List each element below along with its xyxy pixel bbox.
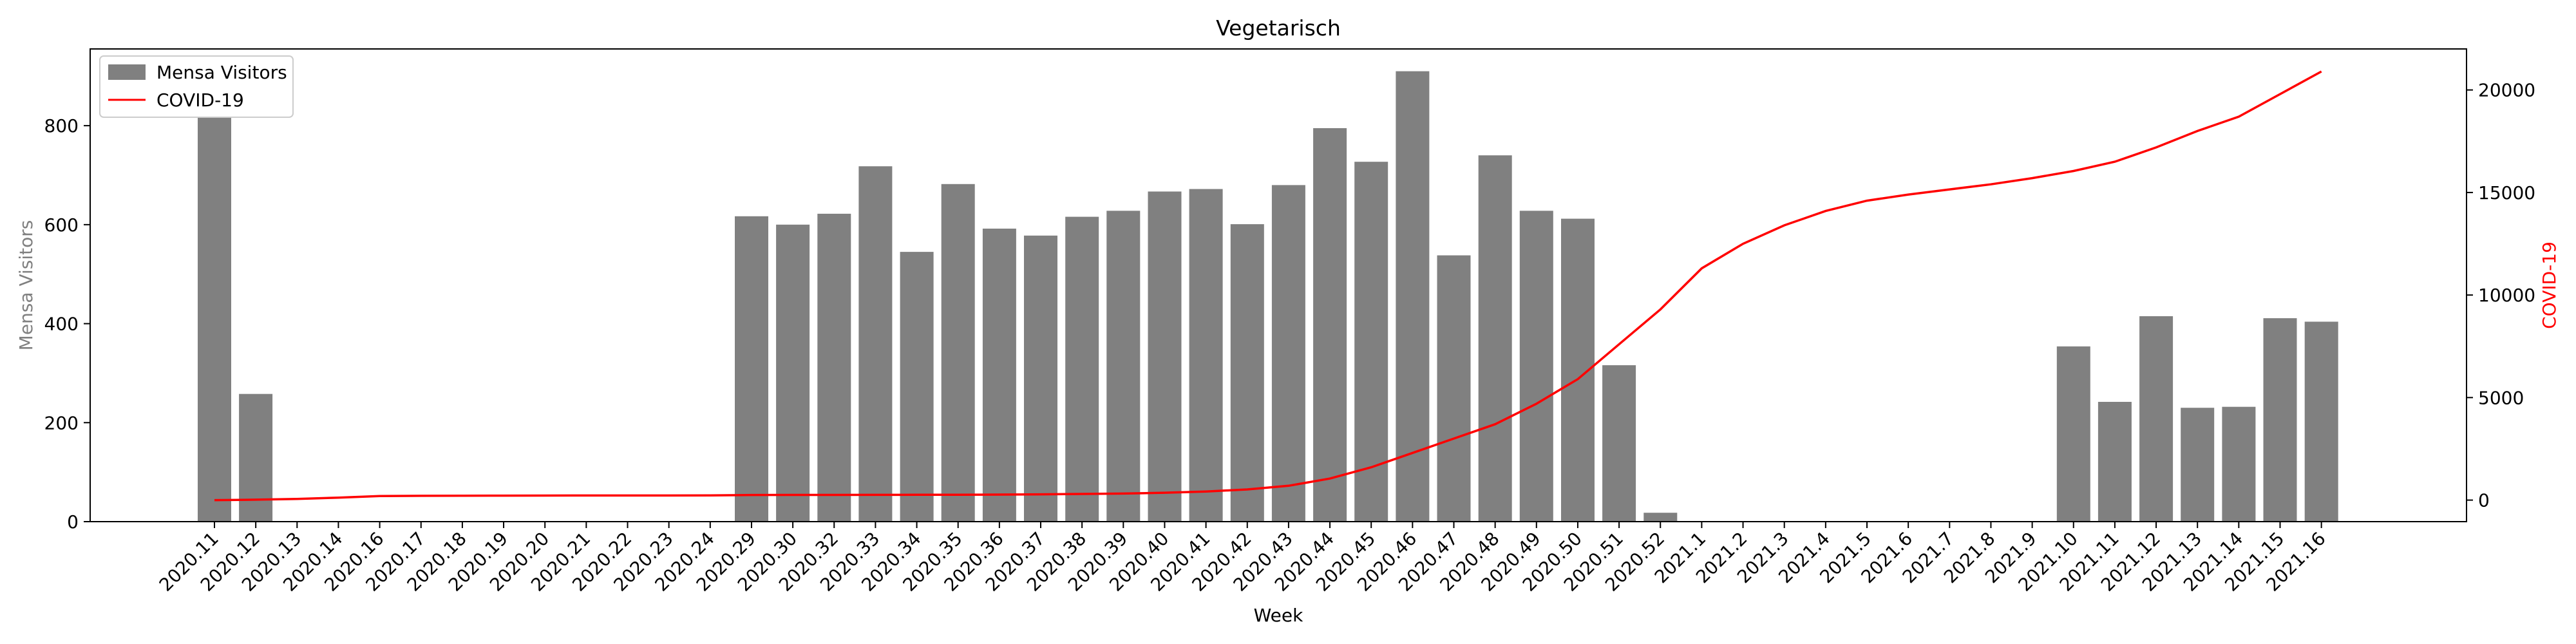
- legend-box: [99, 55, 294, 118]
- bar-2020.35: [941, 184, 975, 522]
- bar-2020.29: [735, 216, 768, 522]
- bar-2020.41: [1189, 189, 1223, 522]
- bar-2020.44: [1313, 128, 1347, 522]
- legend-label-mensa-visitors: Mensa Visitors: [156, 62, 287, 83]
- y-axis-left-label: Mensa Visitors: [15, 220, 37, 351]
- legend: Mensa Visitors COVID-19: [99, 55, 294, 118]
- y-axis-right-label: COVID-19: [2539, 242, 2560, 329]
- x-axis-label: Week: [1254, 605, 1303, 626]
- y-left-tick-label: 400: [44, 314, 79, 335]
- bar-2020.12: [239, 393, 273, 522]
- bar-2020.46: [1396, 71, 1430, 522]
- bar-2020.51: [1602, 365, 1636, 522]
- legend-label-covid-19: COVID-19: [156, 90, 244, 111]
- plot-frame: [90, 48, 2467, 522]
- bar-2020.30: [776, 224, 810, 522]
- bar-2020.32: [817, 213, 851, 522]
- bar-2020.38: [1065, 216, 1099, 522]
- bar-2020.48: [1478, 155, 1512, 522]
- bar-2021.12: [2139, 316, 2174, 522]
- bar-2021.16: [2304, 321, 2338, 522]
- bar-2020.37: [1024, 235, 1057, 522]
- bar-2020.45: [1354, 162, 1388, 522]
- y-right-tick-label: 0: [2478, 490, 2490, 511]
- bar-2020.49: [1519, 211, 1553, 522]
- bar-2021.13: [2181, 408, 2215, 522]
- bar-2020.33: [858, 166, 893, 522]
- bar-2021.11: [2098, 402, 2132, 522]
- y-right-tick-label: 20000: [2478, 80, 2535, 101]
- bar-2021.14: [2222, 406, 2256, 522]
- y-left-tick-label: 800: [44, 115, 79, 137]
- bar-2020.36: [982, 229, 1016, 522]
- bar-2021.10: [2056, 346, 2090, 522]
- y-right-tick-label: 5000: [2478, 387, 2524, 408]
- y-left-tick-label: 0: [67, 511, 79, 533]
- y-right-tick-label: 10000: [2478, 285, 2535, 306]
- plot-area: 2020.112020.122020.132020.142020.162020.…: [44, 70, 2535, 596]
- covid-19-line: [214, 70, 2322, 502]
- y-left-tick-label: 600: [44, 214, 79, 236]
- bar-2020.39: [1106, 211, 1141, 522]
- bar-2020.40: [1148, 191, 1182, 522]
- y-left-tick-label: 200: [44, 412, 79, 433]
- legend-swatch-mensa-visitors: [108, 64, 146, 80]
- bar-2020.43: [1271, 185, 1305, 522]
- bar-2020.52: [1643, 513, 1678, 522]
- bar-2021.15: [2263, 318, 2297, 522]
- bar-2020.34: [900, 252, 934, 522]
- bar-2020.47: [1437, 255, 1471, 522]
- bar-2020.42: [1230, 224, 1264, 522]
- y-right-tick-label: 15000: [2478, 182, 2535, 204]
- chart-title: Vegetarisch: [1216, 15, 1341, 41]
- bar-2020.11: [198, 106, 231, 522]
